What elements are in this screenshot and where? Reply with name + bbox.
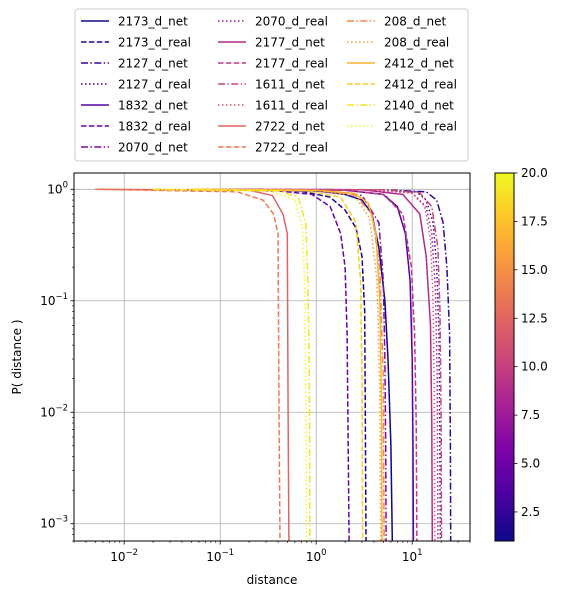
- legend-label: 2722_d_net: [255, 120, 325, 134]
- x-tick-label: 10−1: [206, 548, 234, 564]
- x-tick-label: 101: [402, 548, 423, 564]
- series-line-2412-d-net: [191, 188, 383, 541]
- legend-label: 1611_d_real: [255, 99, 328, 113]
- series-line-1832-d-real: [191, 188, 350, 541]
- x-tick-label: 100: [306, 548, 327, 564]
- series-line-2140-d-net: [153, 188, 311, 541]
- colorbar-tick-label: 7.5: [521, 408, 540, 422]
- series-line-1611-d-net: [191, 188, 443, 541]
- series-line-2173-d-real: [191, 188, 367, 541]
- legend-label: 2412_d_net: [384, 57, 454, 71]
- legend-label: 2722_d_real: [255, 141, 328, 155]
- legend-label: 2412_d_real: [384, 78, 457, 92]
- legend-label: 2127_d_net: [118, 57, 188, 71]
- legend-label: 2140_d_net: [384, 99, 454, 113]
- legend-label: 2070_d_net: [118, 141, 188, 155]
- colorbar-tick-label: 10.0: [521, 360, 548, 374]
- legend-label: 1832_d_real: [118, 120, 191, 134]
- legend-label: 1832_d_net: [118, 99, 188, 113]
- grid: [74, 173, 470, 541]
- colorbar-tick-label: 17.5: [521, 214, 548, 228]
- series-line-2412-d-real: [191, 188, 364, 541]
- plot-frame: [73, 172, 471, 542]
- series-line-2070-d-real: [191, 188, 439, 541]
- series-line-1611-d-real: [191, 188, 436, 541]
- legend-label: 208_d_real: [384, 36, 449, 50]
- series-line-208-d-real: [191, 188, 382, 541]
- legend-label: 208_d_net: [384, 15, 447, 29]
- legend-label: 2127_d_real: [118, 78, 191, 92]
- series-line-2140-d-real: [153, 188, 308, 541]
- legend-label: 2177_d_net: [255, 36, 325, 50]
- y-tick-label: 10−3: [40, 515, 68, 531]
- legend-label: 2140_d_real: [384, 120, 457, 134]
- series-line-2722-d-real: [95, 188, 281, 541]
- colorbar-tick-label: 15.0: [521, 263, 548, 277]
- x-tick-label: 10−2: [110, 548, 138, 564]
- colorbar-tick-label: 2.5: [521, 505, 540, 519]
- series-line-2177-d-real: [191, 188, 418, 541]
- series-line-2070-d-net: [191, 188, 387, 541]
- series-group: [95, 188, 452, 541]
- y-tick-label: 10−1: [40, 292, 68, 308]
- colorbar-tick-label: 5.0: [521, 457, 540, 471]
- colorbar-gradient: [494, 172, 515, 542]
- y-tick-label: 100: [47, 180, 68, 196]
- legend-label: 2173_d_net: [118, 15, 188, 29]
- colorbar-tick-label: 12.5: [521, 311, 548, 325]
- legend-label: 1611_d_net: [255, 78, 325, 92]
- legend: 2173_d_net 2173_d_real 2127_d_net 2127_d_re…: [74, 8, 469, 162]
- legend-frame: [74, 8, 469, 162]
- x-axis: 10−2 10−1 100 101: [73, 541, 471, 564]
- y-tick-label: 10−2: [40, 403, 68, 419]
- x-axis-label: distance: [247, 573, 298, 587]
- legend-label: 2177_d_real: [255, 57, 328, 71]
- colorbar-tick-label: 20.0: [521, 166, 548, 180]
- legend-label: 2070_d_real: [255, 15, 328, 29]
- y-axis-label: P( distance ): [10, 319, 24, 394]
- colorbar: 2.5 5.0 7.5 10.0 12.5 15.0 17.5 20.0: [494, 166, 548, 542]
- series-line-2177-d-net: [191, 188, 434, 541]
- legend-label: 2173_d_real: [118, 36, 191, 50]
- y-axis: 10−3 10−2 10−1 100: [40, 180, 74, 542]
